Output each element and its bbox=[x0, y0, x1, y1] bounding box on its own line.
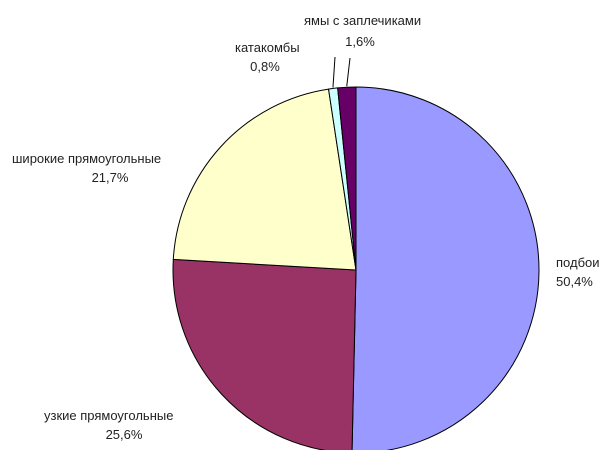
slice-label-uzkie: узкие прямоугольные bbox=[44, 408, 173, 423]
slice-label-katakomby: катакомбы bbox=[235, 40, 300, 55]
slice-label-podboi: подбои bbox=[556, 255, 600, 270]
leader-lines bbox=[332, 56, 351, 88]
slice-value-yamy: 1,6% bbox=[345, 34, 375, 49]
pie-slice-uzkie bbox=[172, 258, 357, 450]
leader-line-yamy bbox=[346, 57, 351, 87]
slice-value-shirokie: 21,7% bbox=[92, 170, 129, 185]
slice-value-katakomby: 0,8% bbox=[250, 59, 280, 74]
slice-value-podboi: 50,4% bbox=[556, 274, 593, 289]
pie-slice-podboi bbox=[351, 86, 540, 450]
slice-label-shirokie: широкие прямоугольные bbox=[12, 151, 161, 166]
pie-slices bbox=[172, 86, 540, 450]
leader-line-katakomby bbox=[332, 56, 336, 88]
pie-slice-yamy bbox=[337, 86, 357, 271]
slice-value-uzkie: 25,6% bbox=[106, 427, 143, 442]
pie-slice-shirokie bbox=[172, 88, 357, 271]
slice-label-yamy: ямы с заплечиками bbox=[304, 13, 421, 28]
